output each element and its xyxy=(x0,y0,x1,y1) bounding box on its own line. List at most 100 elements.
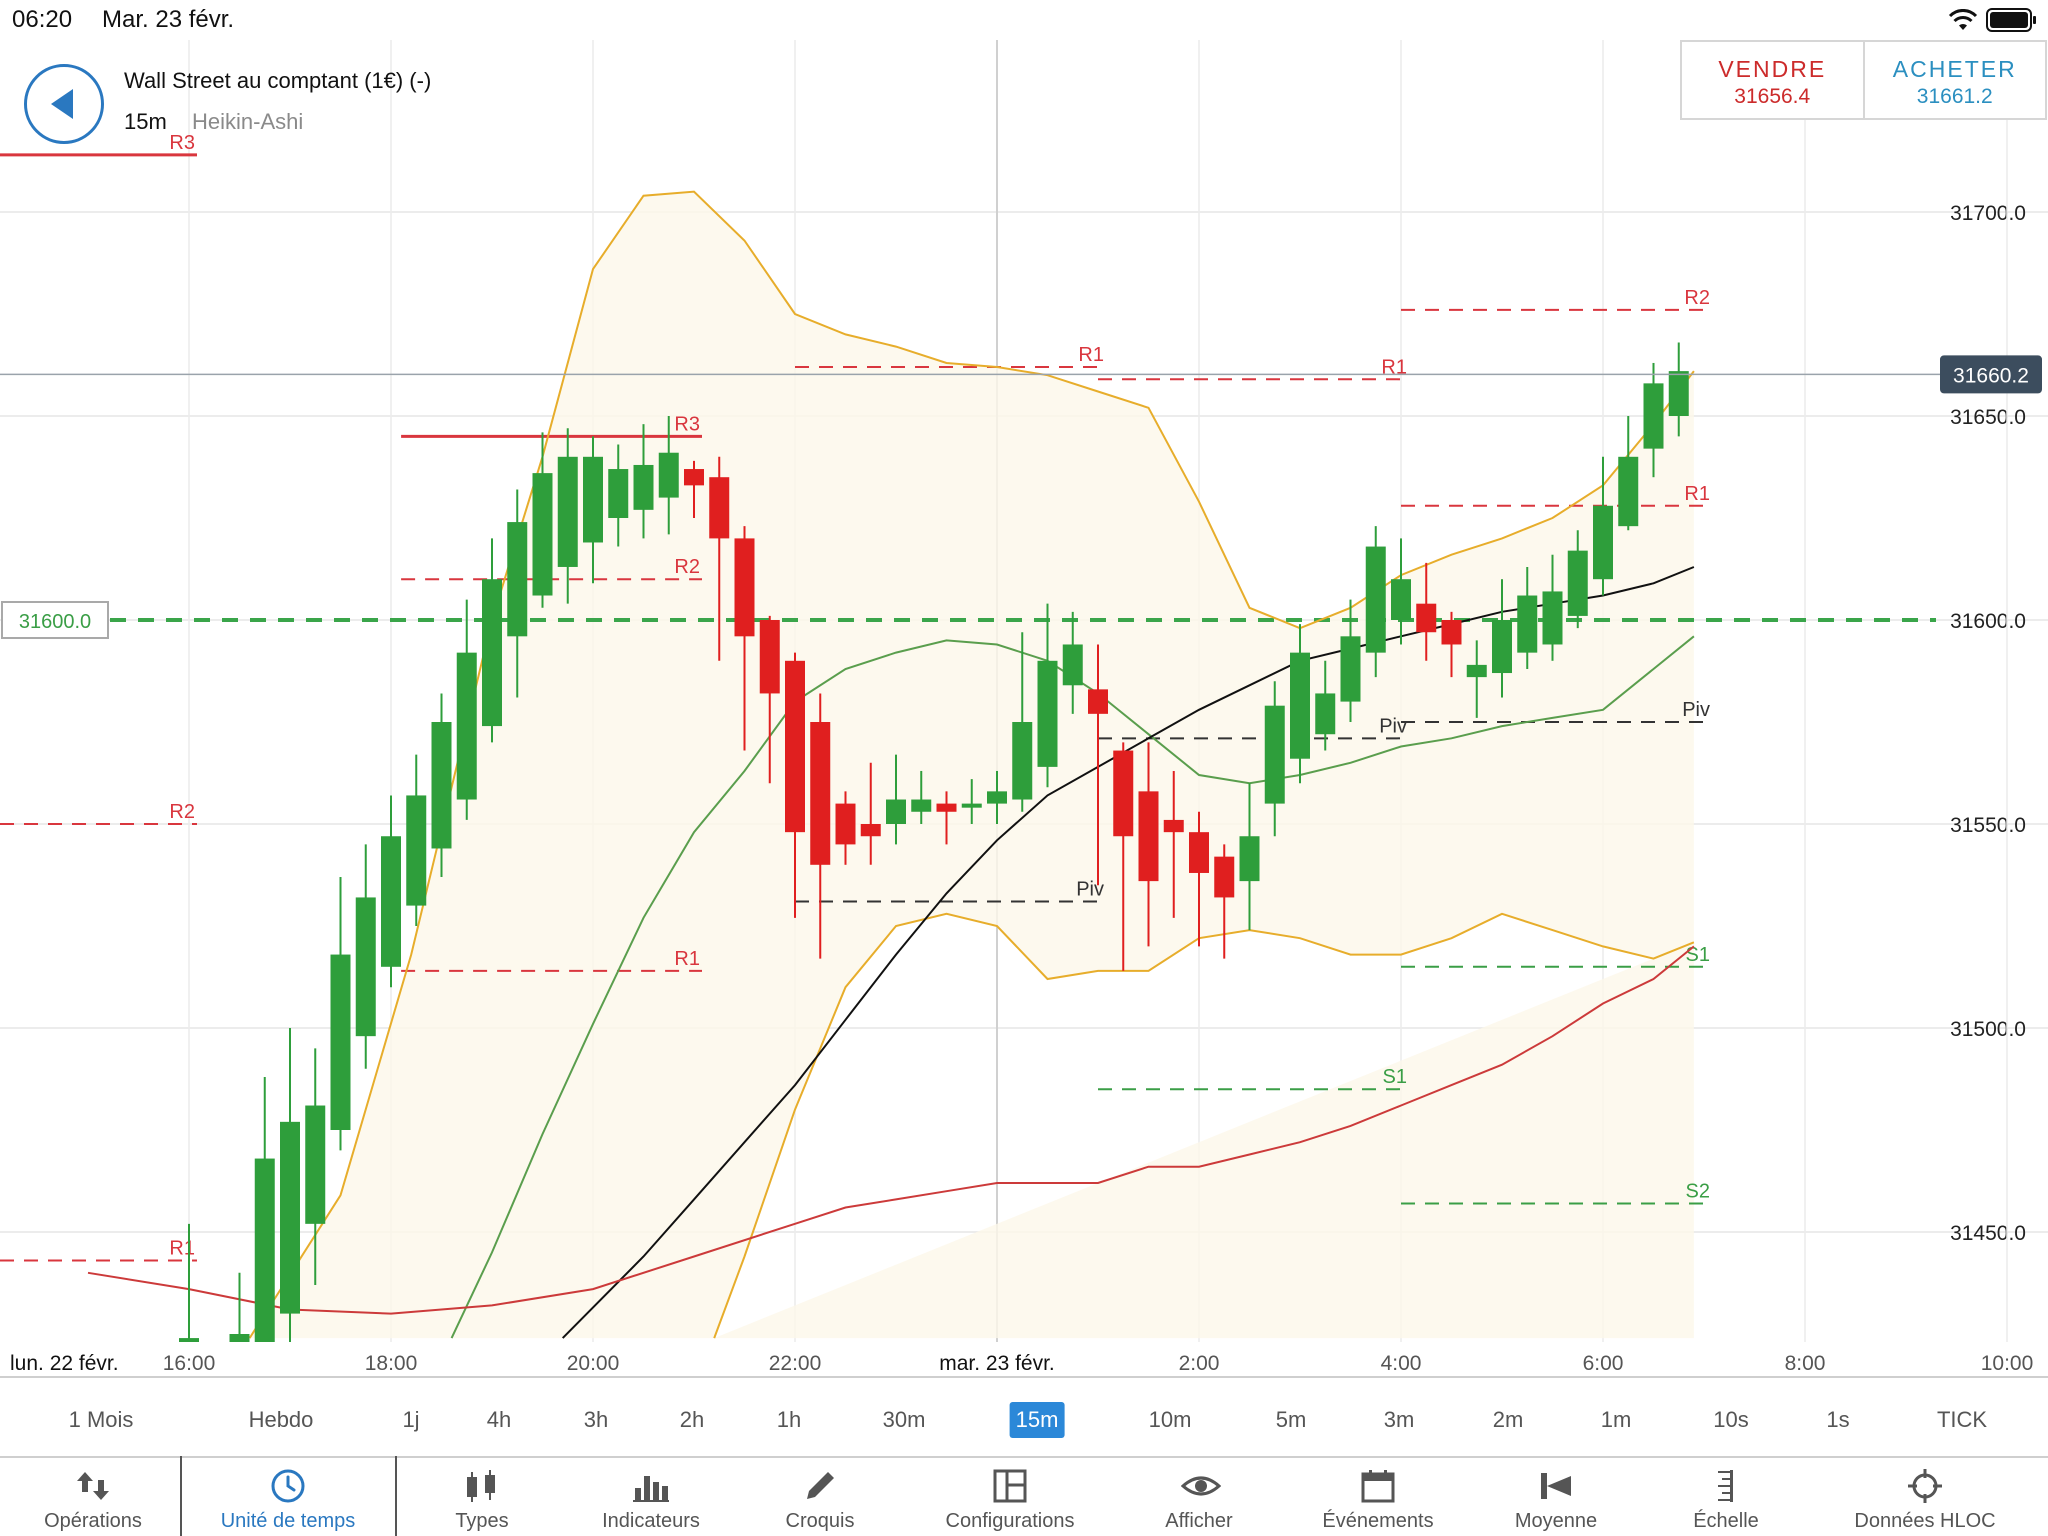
toolbar-hloc-data[interactable]: Données HLOC xyxy=(1835,1458,2015,1536)
tf-1s[interactable]: 1s xyxy=(1826,1407,1850,1432)
tf-1-mois[interactable]: 1 Mois xyxy=(68,1407,134,1432)
candle-body xyxy=(229,1334,250,1342)
price-chart[interactable]: 31700.0 31650.0 31600.0 31550.0 31500.0 31450… xyxy=(0,0,2048,1376)
toolbar-label: Données HLOC xyxy=(1854,1510,1996,1532)
candles-icon xyxy=(467,1470,495,1502)
buy-button[interactable]: ACHETER 31661.2 xyxy=(1862,42,2046,118)
candle-body xyxy=(911,799,932,812)
sell-label: VENDRE xyxy=(1718,56,1827,82)
candle-body xyxy=(1542,591,1563,645)
toolbar-label: Opérations xyxy=(44,1510,142,1532)
toolbar-sketch[interactable]: Croquis xyxy=(730,1458,910,1536)
candle-body xyxy=(1593,505,1613,580)
candle-body xyxy=(608,469,629,518)
tf-1j[interactable]: 1j xyxy=(402,1407,420,1432)
toolbar-configurations[interactable]: Configurations xyxy=(920,1458,1100,1536)
y-tick-label: 31700.0 xyxy=(1950,202,2026,225)
candle-body xyxy=(1012,722,1033,800)
candle-body xyxy=(1618,456,1639,527)
operations-icon xyxy=(77,1472,109,1500)
alert-price-label: 31600.0 xyxy=(19,611,91,633)
buy-price: 31661.2 xyxy=(1916,85,1993,108)
toolbar-label: Indicateurs xyxy=(602,1510,700,1532)
buy-label: ACHETER xyxy=(1892,56,2017,82)
moving-average-red xyxy=(87,945,1695,1315)
sell-button[interactable]: VENDRE 31656.4 xyxy=(1682,42,1863,118)
candle-body xyxy=(860,824,881,837)
candle-body xyxy=(1189,832,1209,873)
battery-icon xyxy=(1986,8,2036,32)
current-price-label: 31660.2 xyxy=(1953,364,2029,387)
tf-1m[interactable]: 1m xyxy=(1600,1407,1632,1432)
candle-body xyxy=(835,803,856,845)
status-icons xyxy=(1948,6,2038,34)
candle-body xyxy=(709,477,730,539)
toolbar-display[interactable]: Afficher xyxy=(1109,1458,1289,1536)
toolbar-types[interactable]: Types xyxy=(392,1458,572,1536)
candle-body xyxy=(936,803,957,812)
pivot-label-r1: R1 xyxy=(1078,344,1104,366)
average-icon xyxy=(1541,1473,1571,1499)
y-tick-label: 31500.0 xyxy=(1950,1018,2026,1041)
chart-timeframe: 15m xyxy=(124,109,167,134)
pivot-label-r3: R3 xyxy=(169,132,195,154)
candle-body xyxy=(1340,636,1361,702)
pivot-label-r1: R1 xyxy=(1381,356,1407,378)
x-tick-label: 4:00 xyxy=(1381,1352,1422,1375)
layout-icon xyxy=(993,1469,1027,1503)
pivot-label-s2: S2 xyxy=(1686,1180,1710,1202)
tf-4h[interactable]: 4h xyxy=(486,1407,512,1432)
pivot-label-piv: Piv xyxy=(1076,879,1104,901)
candle-body xyxy=(785,660,805,833)
candle-body xyxy=(1668,371,1689,416)
segment-divider xyxy=(395,1456,397,1536)
toolbar-operations[interactable]: Opérations xyxy=(3,1458,183,1536)
candle-body xyxy=(1163,819,1184,833)
tf-10m[interactable]: 10m xyxy=(1148,1407,1192,1432)
toolbar-indicators[interactable]: Indicateurs xyxy=(561,1458,741,1536)
candle-body xyxy=(1567,550,1588,616)
x-tick-label: 18:00 xyxy=(365,1352,418,1375)
candle-body xyxy=(633,464,654,510)
crosshair-icon xyxy=(1908,1469,1942,1503)
candle-body xyxy=(179,1338,199,1342)
candle-body xyxy=(734,538,755,637)
toolbar-events[interactable]: Événements xyxy=(1288,1458,1468,1536)
tf-hebdo[interactable]: Hebdo xyxy=(248,1407,314,1432)
candle-body xyxy=(1113,750,1134,837)
toolbar-label: Événements xyxy=(1322,1510,1434,1532)
candle-body xyxy=(658,452,679,498)
toolbar-label: Types xyxy=(455,1510,509,1532)
tf-30m[interactable]: 30m xyxy=(882,1407,926,1432)
calendar-icon xyxy=(1361,1470,1395,1503)
instrument-name: Wall Street au comptant (1€) (-) xyxy=(124,68,432,93)
x-tick-label: 6:00 xyxy=(1583,1352,1624,1375)
candle-body xyxy=(759,620,780,694)
candle-body xyxy=(1062,644,1083,686)
status-date: Mar. 23 févr. xyxy=(102,6,235,33)
x-tick-label: 20:00 xyxy=(567,1352,620,1375)
pivot-label-r2: R2 xyxy=(169,801,195,823)
candle-body xyxy=(1441,620,1462,645)
bar-chart-icon xyxy=(633,1476,669,1502)
y-tick-label: 31550.0 xyxy=(1950,814,2026,837)
back-button[interactable] xyxy=(24,64,104,144)
tf-3h[interactable]: 3h xyxy=(583,1407,609,1432)
toolbar-label: Croquis xyxy=(785,1510,855,1532)
pivot-label-r1: R1 xyxy=(1684,483,1710,505)
tf-2h[interactable]: 2h xyxy=(679,1407,705,1432)
candle-body xyxy=(355,897,376,1037)
tf-tick[interactable]: TICK xyxy=(1936,1407,1988,1432)
tf-10s[interactable]: 10s xyxy=(1713,1407,1749,1432)
tf-15m[interactable]: 15m xyxy=(1009,1402,1065,1438)
candle-body xyxy=(987,791,1007,804)
tf-3m[interactable]: 3m xyxy=(1383,1407,1415,1432)
candle-body xyxy=(1492,620,1512,674)
tf-2m[interactable]: 2m xyxy=(1492,1407,1524,1432)
tf-5m[interactable]: 5m xyxy=(1275,1407,1307,1432)
tf-1h[interactable]: 1h xyxy=(776,1407,802,1432)
toolbar-scale[interactable]: Échelle xyxy=(1636,1458,1816,1536)
toolbar-average[interactable]: Moyenne xyxy=(1466,1458,1646,1536)
pivot-label-r2: R2 xyxy=(1684,287,1710,309)
toolbar-time-unit[interactable]: Unité de temps xyxy=(198,1458,378,1536)
